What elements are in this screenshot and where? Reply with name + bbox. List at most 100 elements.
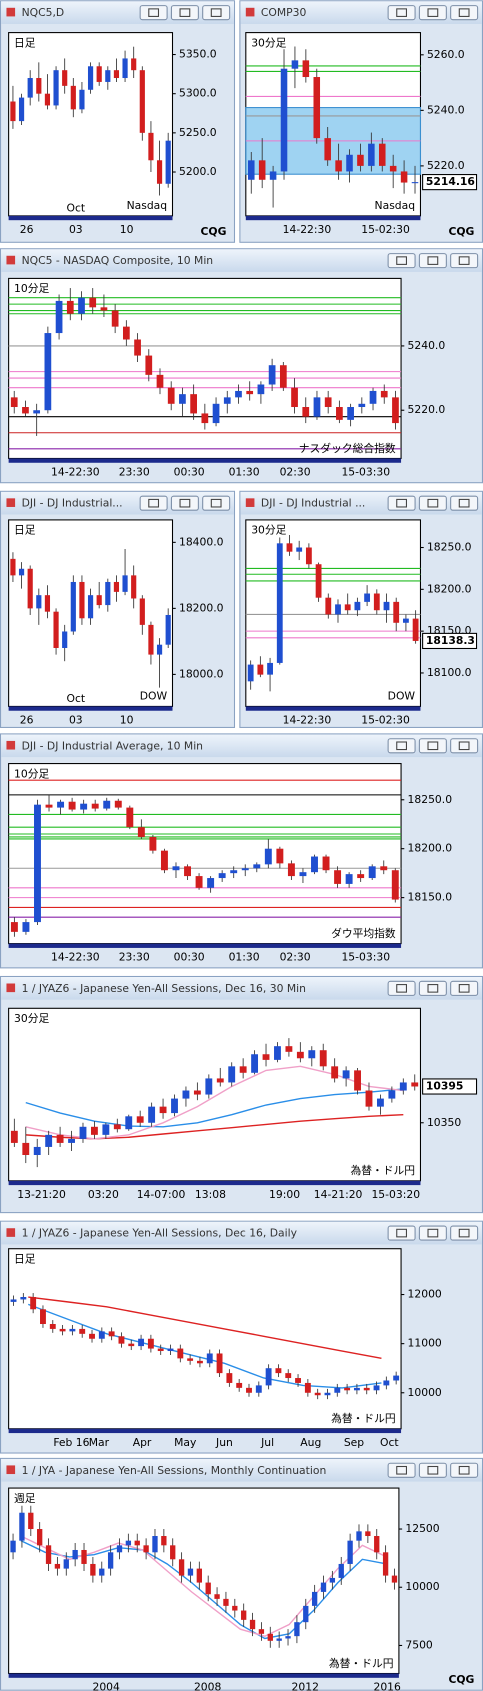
candle-body <box>230 870 238 874</box>
plot-area <box>8 763 402 945</box>
candle-body <box>335 160 342 172</box>
candle-body <box>393 601 400 623</box>
minimize-button[interactable] <box>139 5 168 21</box>
maximize-button[interactable] <box>418 1462 447 1478</box>
close-button[interactable] <box>450 1462 479 1478</box>
cqg-logo: CQG <box>201 225 227 238</box>
y-tick-label: 5250.0 <box>179 126 217 139</box>
candle-body <box>336 407 343 420</box>
symbol-label: 為替・ドル円 <box>331 1412 396 1425</box>
maximize-button[interactable] <box>170 5 199 21</box>
x-tick-label: May <box>174 1436 197 1449</box>
close-button[interactable] <box>450 495 479 511</box>
minimize-button[interactable] <box>139 495 168 511</box>
window-icon <box>245 498 255 507</box>
candle-body <box>262 1054 270 1060</box>
maximize-button[interactable] <box>418 253 447 269</box>
candle-body <box>159 1106 167 1114</box>
candle-body <box>358 403 366 408</box>
candle-body <box>156 160 163 184</box>
maximize-button[interactable] <box>170 495 199 511</box>
maximize-button[interactable] <box>418 980 447 996</box>
maximize-glyph <box>427 256 439 265</box>
maximize-button[interactable] <box>418 495 447 511</box>
candle-body <box>276 848 284 864</box>
candle-body <box>81 1549 87 1564</box>
month-label: Oct <box>67 201 86 214</box>
candle-body <box>267 662 273 675</box>
last-price: 18138.3 <box>426 634 475 647</box>
title-bar <box>1 249 482 272</box>
close-button[interactable] <box>450 738 479 754</box>
close-button[interactable] <box>450 1225 479 1241</box>
minimize-button[interactable] <box>387 980 416 996</box>
close-button[interactable] <box>202 495 231 511</box>
candle-body <box>70 581 76 632</box>
candle-body <box>232 1605 238 1611</box>
close-glyph <box>458 984 470 993</box>
candle-body <box>69 1328 76 1332</box>
maximize-button[interactable] <box>418 5 447 21</box>
candle-body <box>399 1082 407 1091</box>
candle-body <box>380 390 388 398</box>
close-button[interactable] <box>450 980 479 996</box>
window-icon <box>6 498 16 507</box>
candle-body <box>10 558 16 576</box>
candle-body <box>285 1636 291 1639</box>
minimize-button[interactable] <box>387 253 416 269</box>
candle-body <box>196 1568 202 1583</box>
x-tick-label: 15-03:30 <box>341 951 390 964</box>
candle-body <box>59 1328 66 1332</box>
candle-body <box>79 89 85 110</box>
candle-body <box>315 564 322 598</box>
minimize-button[interactable] <box>387 5 416 21</box>
candle-body <box>87 66 94 90</box>
y-tick-label: 12500 <box>405 1522 439 1535</box>
maximize-button[interactable] <box>418 1225 447 1241</box>
window-icon <box>6 1228 16 1237</box>
candle-body <box>105 581 111 606</box>
candle-body <box>319 1050 327 1067</box>
candle-body <box>354 601 361 611</box>
candle-body <box>412 618 419 641</box>
moving-average <box>28 1303 382 1389</box>
maximize-glyph <box>427 498 439 508</box>
plot-area <box>8 32 174 217</box>
candle-body <box>91 803 99 809</box>
candle-body <box>111 310 119 327</box>
minimize-glyph <box>148 8 160 17</box>
candle-body <box>236 1382 243 1388</box>
minimize-glyph <box>396 1465 407 1475</box>
close-button[interactable] <box>202 5 231 21</box>
minimize-button[interactable] <box>387 738 416 754</box>
axis-strip <box>8 458 402 463</box>
cqg-logo: CQG <box>448 1673 474 1686</box>
candle-body <box>28 1512 34 1530</box>
candle-body <box>357 154 364 166</box>
minimize-button[interactable] <box>387 1225 416 1241</box>
close-button[interactable] <box>450 5 479 21</box>
minimize-button[interactable] <box>387 1462 416 1478</box>
last-price: 10395 <box>426 1079 463 1092</box>
symbol-label: Nasdaq <box>375 199 416 212</box>
candle-body <box>131 58 137 71</box>
y-tick-label: 18200.0 <box>179 601 224 614</box>
candle-body <box>122 575 128 592</box>
y-tick-label: 5220.0 <box>427 159 465 172</box>
candle-body <box>44 333 52 411</box>
y-tick-label: 5240.0 <box>427 103 465 116</box>
close-button[interactable] <box>450 253 479 269</box>
candle-body <box>27 78 33 98</box>
minimize-button[interactable] <box>387 495 416 511</box>
x-tick-label: Aug <box>300 1436 321 1449</box>
window-title: DJI - DJ Industrial Average, 10 Min <box>22 739 203 752</box>
candle-body <box>143 1545 149 1553</box>
candle-body <box>68 1138 75 1143</box>
candle-body <box>128 1343 135 1347</box>
candle-body <box>62 631 68 648</box>
candle-body <box>148 132 154 161</box>
close-glyph <box>458 741 470 751</box>
candle-body <box>118 1336 125 1344</box>
symbol-label: DOW <box>140 690 168 703</box>
maximize-button[interactable] <box>418 738 447 754</box>
